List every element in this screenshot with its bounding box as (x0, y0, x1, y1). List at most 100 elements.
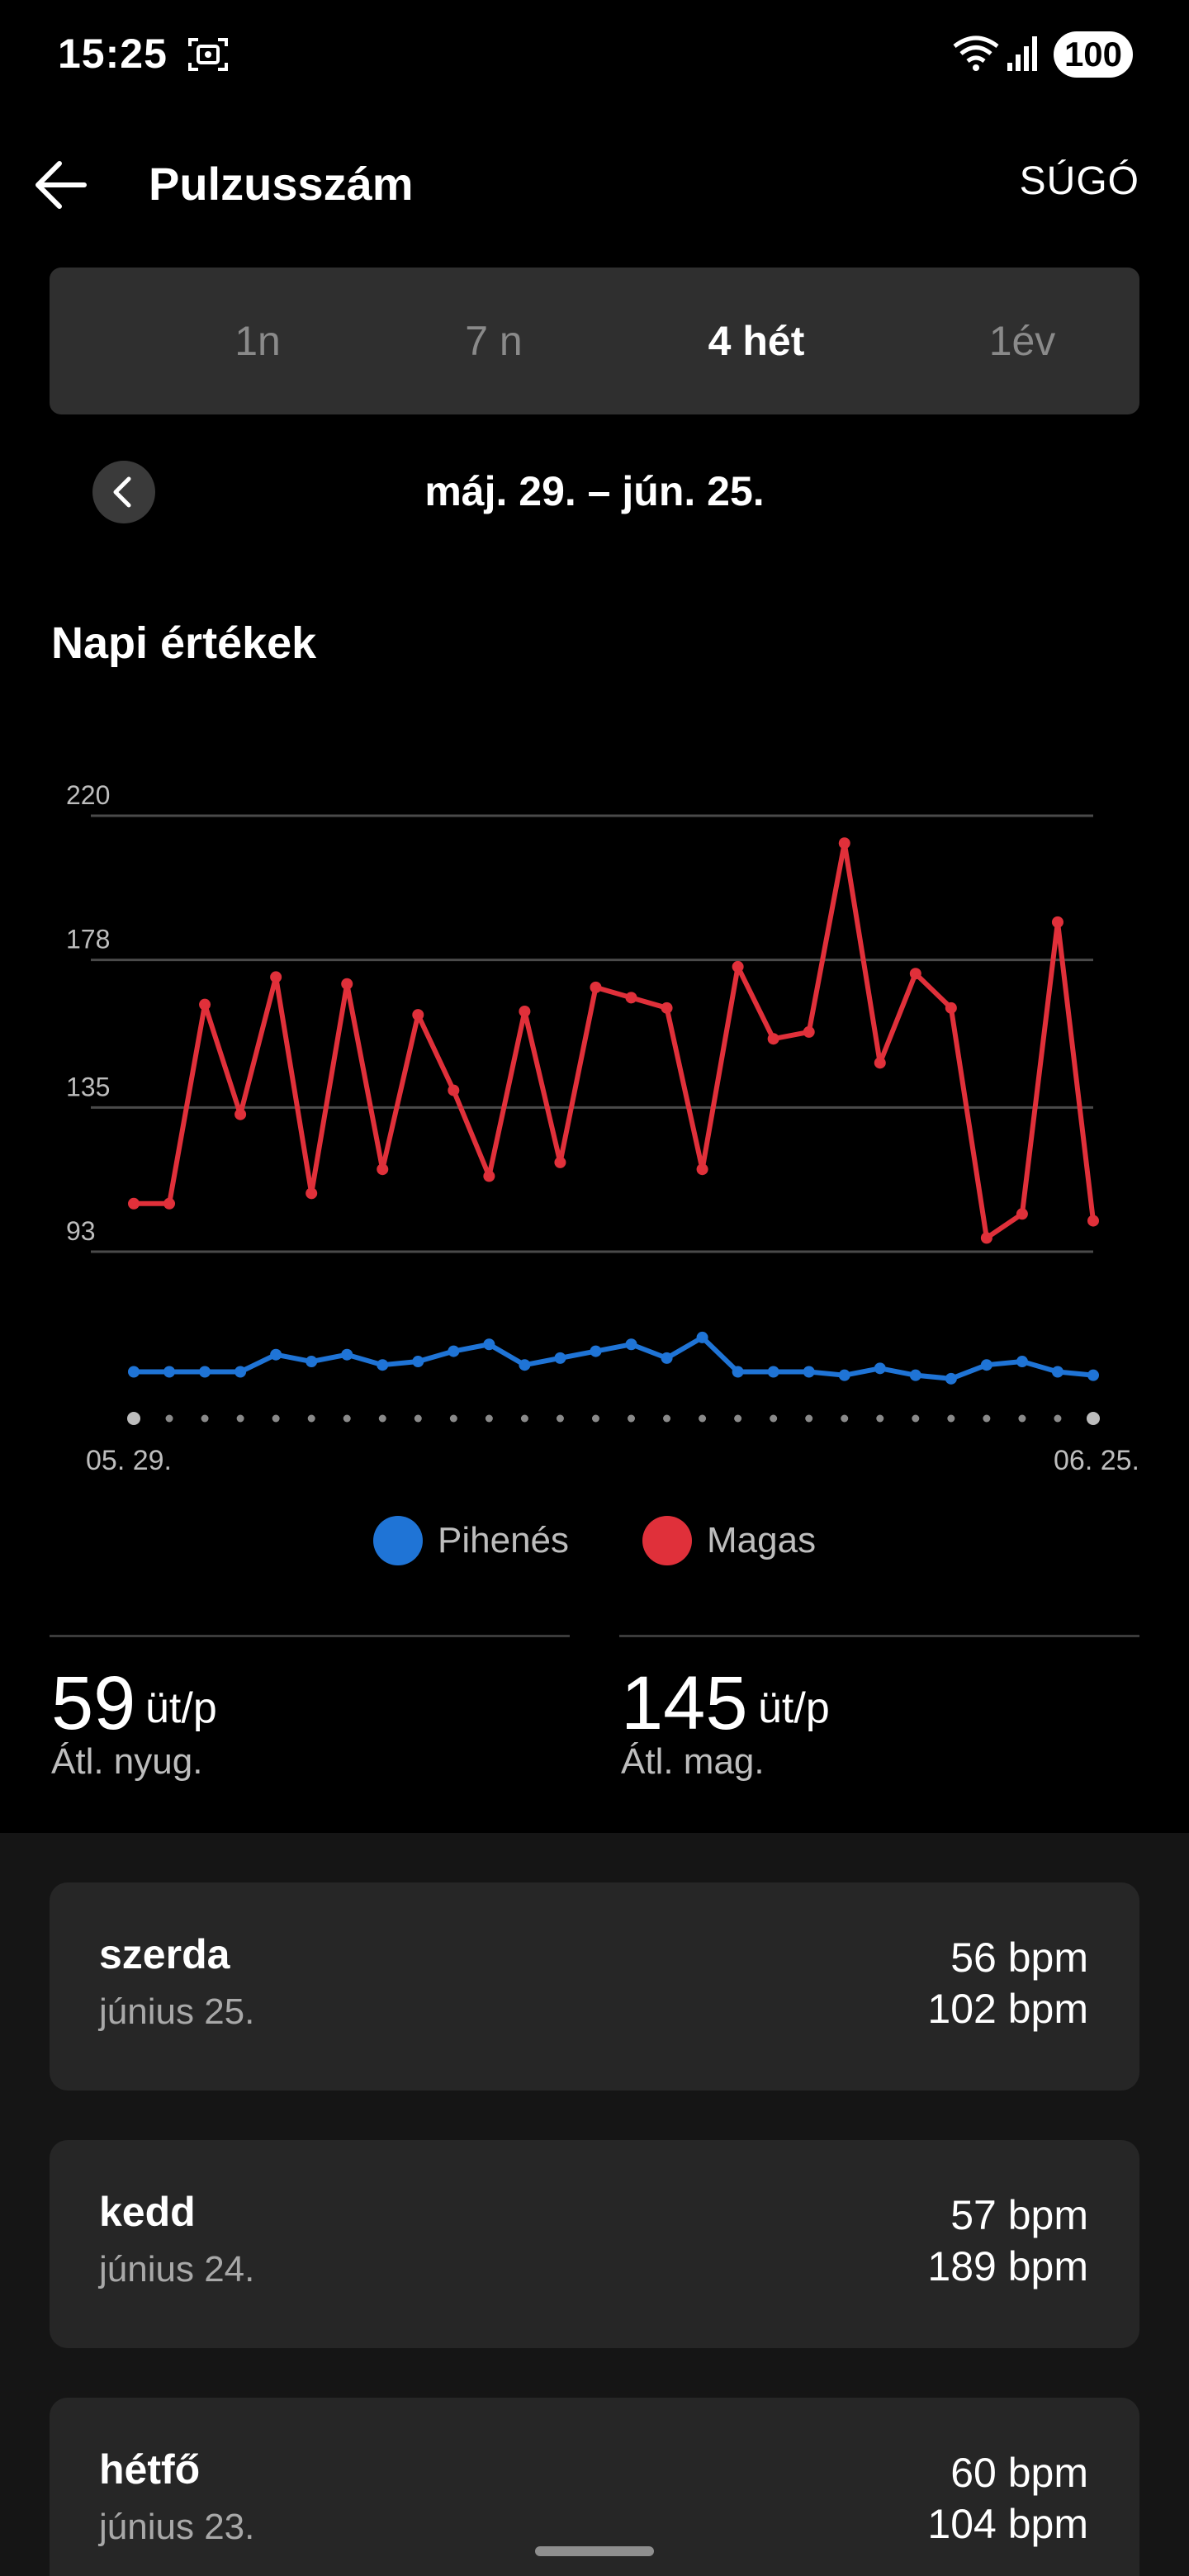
high-data-point (980, 1232, 992, 1244)
day-card[interactable]: kedd június 24. 57 bpm 189 bpm (50, 2140, 1139, 2348)
y-tick-label: 93 (66, 1216, 96, 1246)
x-axis-dot (520, 1414, 528, 1423)
day-rest-value: 60 bpm (950, 2450, 1088, 2496)
day-name: kedd (99, 2189, 196, 2235)
x-axis-dot (876, 1414, 884, 1423)
high-data-point (128, 1197, 140, 1210)
day-card[interactable]: szerda június 25. 56 bpm 102 bpm (50, 1882, 1139, 2091)
legend-item-high: Magas (642, 1516, 816, 1565)
summary-rest-label: Átl. nyug. (51, 1741, 203, 1782)
tab-1-year[interactable]: 1év (988, 318, 1056, 364)
high-data-point (909, 968, 921, 980)
rest-data-point (838, 1369, 850, 1381)
high-data-point (483, 1170, 495, 1182)
x-axis-dot (272, 1414, 280, 1423)
rest-data-point (945, 1372, 957, 1385)
summary-high-unit: üt/p (758, 1684, 830, 1732)
x-axis-dot (307, 1414, 315, 1423)
high-data-point (838, 837, 850, 850)
day-date: június 25. (99, 1991, 255, 2032)
high-data-point (661, 1002, 673, 1014)
status-time: 15:25 (58, 31, 168, 77)
tab-1-day[interactable]: 1n (234, 318, 281, 364)
rest-series-line (134, 1334, 1094, 1381)
legend-label-rest: Pihenés (438, 1520, 570, 1560)
summary-high-label: Átl. mag. (621, 1741, 765, 1782)
high-data-point (554, 1156, 566, 1168)
rest-data-point (1016, 1356, 1028, 1368)
home-indicator[interactable] (535, 2546, 654, 2556)
high-series-line (134, 841, 1096, 1241)
high-data-point (341, 978, 353, 990)
x-axis-dot (841, 1414, 849, 1423)
high-data-point (448, 1084, 460, 1096)
x-axis-dot (485, 1414, 493, 1423)
high-data-point (163, 1197, 176, 1210)
x-axis-dot (1054, 1414, 1062, 1423)
rest-data-point (590, 1345, 602, 1357)
high-data-point (874, 1057, 886, 1069)
x-axis-dot (805, 1414, 813, 1423)
high-data-point (803, 1025, 815, 1038)
x-start-label: 05. 29. (86, 1445, 172, 1476)
x-axis-dot (734, 1414, 742, 1423)
tab-4-weeks[interactable]: 4 hét (708, 318, 805, 364)
signal-icon (1007, 36, 1037, 71)
x-axis-dot (343, 1414, 351, 1423)
rest-data-point (270, 1348, 282, 1361)
x-axis-dot (414, 1414, 422, 1423)
rest-data-point (874, 1362, 886, 1375)
x-axis-dot (165, 1414, 173, 1423)
legend-dot-rest (373, 1516, 423, 1565)
heart-rate-chart: 220 178 135 93 05. 29. 06. 25. (66, 780, 1139, 1476)
rest-data-point (732, 1366, 744, 1378)
rest-data-point (1087, 1369, 1099, 1381)
previous-period-button[interactable] (92, 461, 155, 523)
summary-high: 145 üt/p Átl. mag. (619, 1635, 1139, 1782)
high-data-point (306, 1187, 318, 1200)
high-data-point (1016, 1208, 1028, 1220)
status-bar: 15:25 100 (0, 0, 1189, 112)
high-data-point (945, 1002, 957, 1014)
legend-item-rest: Pihenés (373, 1516, 569, 1565)
help-button[interactable]: SÚGÓ (1019, 159, 1139, 203)
wifi-icon (953, 36, 999, 71)
rest-data-point (377, 1359, 389, 1371)
rest-data-point (341, 1348, 353, 1361)
x-axis-dot (663, 1414, 671, 1423)
rest-data-point (554, 1352, 566, 1364)
date-range: máj. 29. – jún. 25. (424, 468, 765, 514)
high-data-point (377, 1163, 389, 1176)
x-axis-dot (591, 1414, 599, 1423)
high-data-point (696, 1163, 708, 1176)
high-data-point (234, 1108, 247, 1120)
day-date: június 24. (99, 2249, 255, 2290)
x-axis-dot (378, 1414, 386, 1423)
x-axis-dot (947, 1414, 955, 1423)
rest-data-point (412, 1356, 424, 1368)
rest-data-point (980, 1359, 992, 1371)
rest-data-point (625, 1338, 637, 1351)
y-tick-label: 178 (66, 925, 110, 954)
high-data-point (767, 1033, 779, 1045)
x-axis-dot (556, 1414, 564, 1423)
rest-data-point (767, 1366, 779, 1378)
back-arrow-icon[interactable] (30, 152, 96, 218)
rest-data-point (1051, 1366, 1063, 1378)
x-axis-dot (699, 1414, 707, 1423)
tab-7-days[interactable]: 7 n (465, 318, 523, 364)
period-tabs: 1n 7 n 4 hét 1év (50, 268, 1139, 414)
high-data-point (412, 1009, 424, 1021)
x-axis-dot (983, 1414, 991, 1423)
summary-high-value: 145 (621, 1661, 748, 1745)
rest-data-point (128, 1366, 140, 1378)
high-data-point (625, 992, 637, 1004)
rest-data-point (483, 1338, 495, 1351)
y-tick-label: 220 (66, 780, 110, 810)
x-axis-dot (201, 1414, 209, 1423)
high-data-point (590, 981, 602, 993)
x-axis-dot (912, 1414, 920, 1423)
legend-label-high: Magas (707, 1520, 817, 1560)
day-high-value: 189 bpm (927, 2243, 1088, 2290)
section-title: Napi értékek (51, 618, 317, 668)
